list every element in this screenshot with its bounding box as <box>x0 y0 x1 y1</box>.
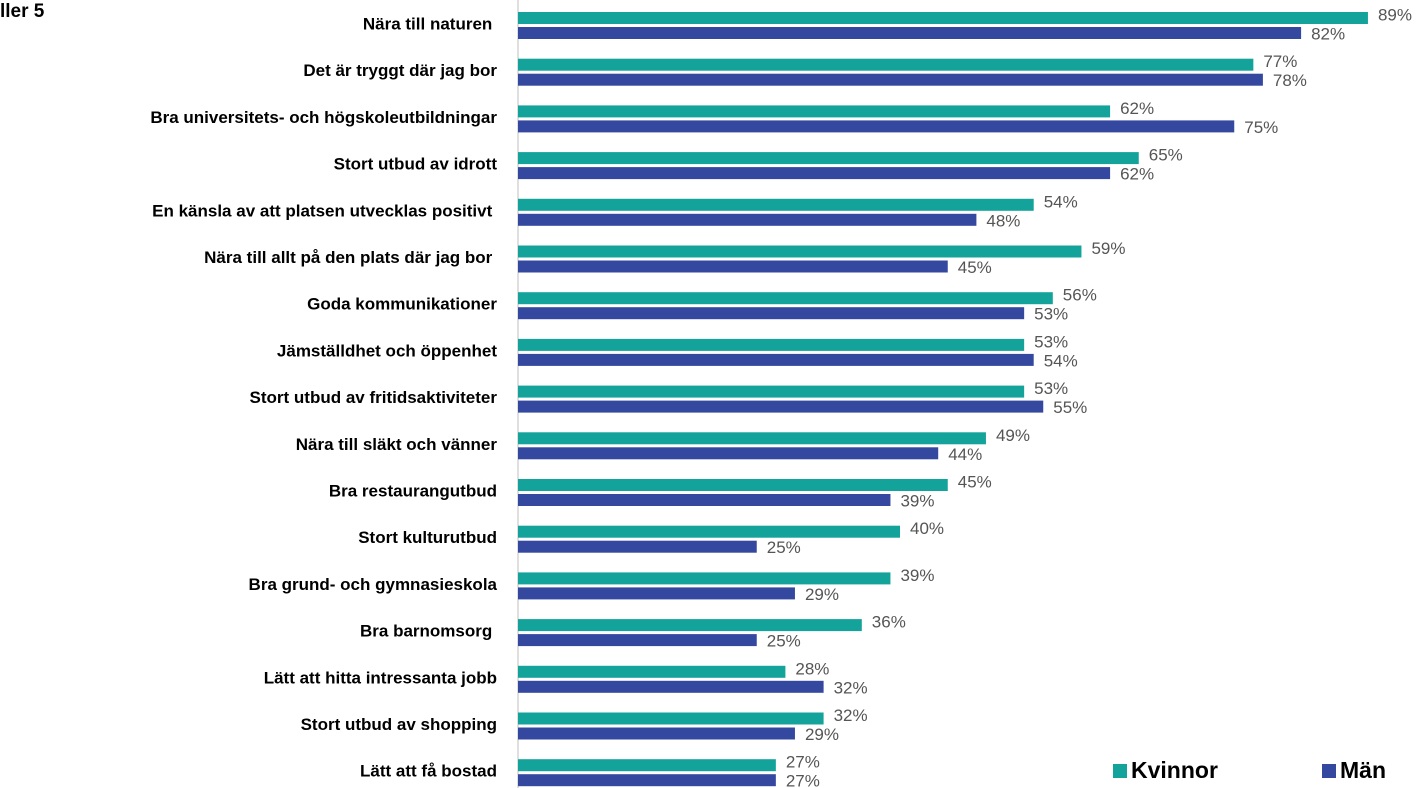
value-label: 32% <box>834 678 868 697</box>
bar <box>518 572 891 585</box>
value-label: 53% <box>1034 379 1068 398</box>
value-label: 62% <box>1120 165 1154 184</box>
value-label: 45% <box>958 472 992 491</box>
value-label: 29% <box>805 725 839 744</box>
value-label: 44% <box>948 445 982 464</box>
bar <box>518 665 786 678</box>
bar <box>518 494 891 506</box>
value-label: 55% <box>1053 398 1087 417</box>
chart-title: ller 5 <box>0 1 45 22</box>
bar <box>518 198 1034 211</box>
value-label: 49% <box>996 426 1030 445</box>
value-label: 53% <box>1034 305 1068 324</box>
value-label: 59% <box>1091 239 1125 258</box>
bar <box>518 213 977 226</box>
value-label: 27% <box>786 753 820 772</box>
value-label: 39% <box>900 491 934 510</box>
category-label: Nära till naturen <box>363 14 497 33</box>
bar <box>518 167 1111 180</box>
category-label: Stort utbud av fritidsaktiviteter <box>250 388 498 407</box>
category-label: Nära till släkt och vänner <box>296 435 498 454</box>
value-label: 56% <box>1063 286 1097 305</box>
bar <box>518 385 1025 398</box>
value-label: 32% <box>834 706 868 725</box>
category-label: Stort utbud av shopping <box>301 715 497 734</box>
bar <box>518 525 900 538</box>
bar <box>518 400 1044 413</box>
bar <box>518 152 1139 165</box>
category-label: Lätt att få bostad <box>360 762 497 781</box>
value-label: 48% <box>986 211 1020 230</box>
value-label: 25% <box>767 538 801 557</box>
category-label: Goda kommunikationer <box>307 295 497 314</box>
category-label: Nära till allt på den plats där jag bor <box>204 248 497 267</box>
bar <box>518 634 757 647</box>
category-label: Stort utbud av idrott <box>334 155 498 174</box>
bar <box>518 307 1025 320</box>
value-label: 53% <box>1034 332 1068 351</box>
category-label: Lätt att hitta intressanta jobb <box>264 668 497 687</box>
category-label: Stort kulturutbud <box>358 528 497 547</box>
bar <box>518 58 1254 71</box>
bar <box>518 680 824 693</box>
value-label: 54% <box>1044 192 1078 211</box>
category-label: Bra restaurangutbud <box>329 481 497 500</box>
legend-label: Kvinnor <box>1131 757 1218 783</box>
value-label: 25% <box>767 632 801 651</box>
bar <box>518 619 862 632</box>
bar <box>518 774 776 787</box>
legend-swatch <box>1113 764 1127 778</box>
bar <box>518 447 939 460</box>
category-label: Bra grund- och gymnasieskola <box>249 575 498 594</box>
bar <box>518 27 1302 39</box>
bar <box>518 73 1263 86</box>
value-label: 40% <box>910 519 944 538</box>
value-label: 65% <box>1149 146 1183 165</box>
bar <box>518 105 1111 118</box>
value-label: 27% <box>786 772 820 788</box>
bar <box>518 759 776 772</box>
bar <box>518 432 986 445</box>
bar <box>518 245 1082 258</box>
value-label: 29% <box>805 585 839 604</box>
bar <box>518 260 948 273</box>
category-label: Jämställdhet och öppenhet <box>277 341 497 360</box>
value-label: 54% <box>1044 351 1078 370</box>
bar <box>518 338 1025 351</box>
value-label: 89% <box>1378 5 1412 24</box>
category-label: En känsla av att platsen utvecklas posit… <box>152 201 497 220</box>
value-label: 75% <box>1244 118 1278 137</box>
value-label: 39% <box>900 566 934 585</box>
bar <box>518 540 757 553</box>
value-label: 28% <box>795 659 829 678</box>
bar <box>518 712 824 725</box>
category-label: Det är tryggt där jag bor <box>303 61 497 80</box>
category-label: Bra barnomsorg <box>360 622 497 641</box>
legend-label: Män <box>1340 757 1386 783</box>
value-label: 78% <box>1273 71 1307 90</box>
bar <box>518 727 795 740</box>
value-label: 77% <box>1263 52 1297 71</box>
bar <box>518 292 1053 305</box>
value-label: 45% <box>958 258 992 277</box>
value-label: 82% <box>1311 24 1345 43</box>
bar <box>518 12 1368 24</box>
bar <box>518 120 1235 133</box>
legend-swatch <box>1322 764 1336 778</box>
bar <box>518 353 1034 366</box>
category-label: Bra universitets- och högskoleutbildning… <box>150 108 497 127</box>
value-label: 36% <box>872 613 906 632</box>
bar <box>518 479 948 491</box>
bar <box>518 587 795 600</box>
value-label: 62% <box>1120 99 1154 118</box>
